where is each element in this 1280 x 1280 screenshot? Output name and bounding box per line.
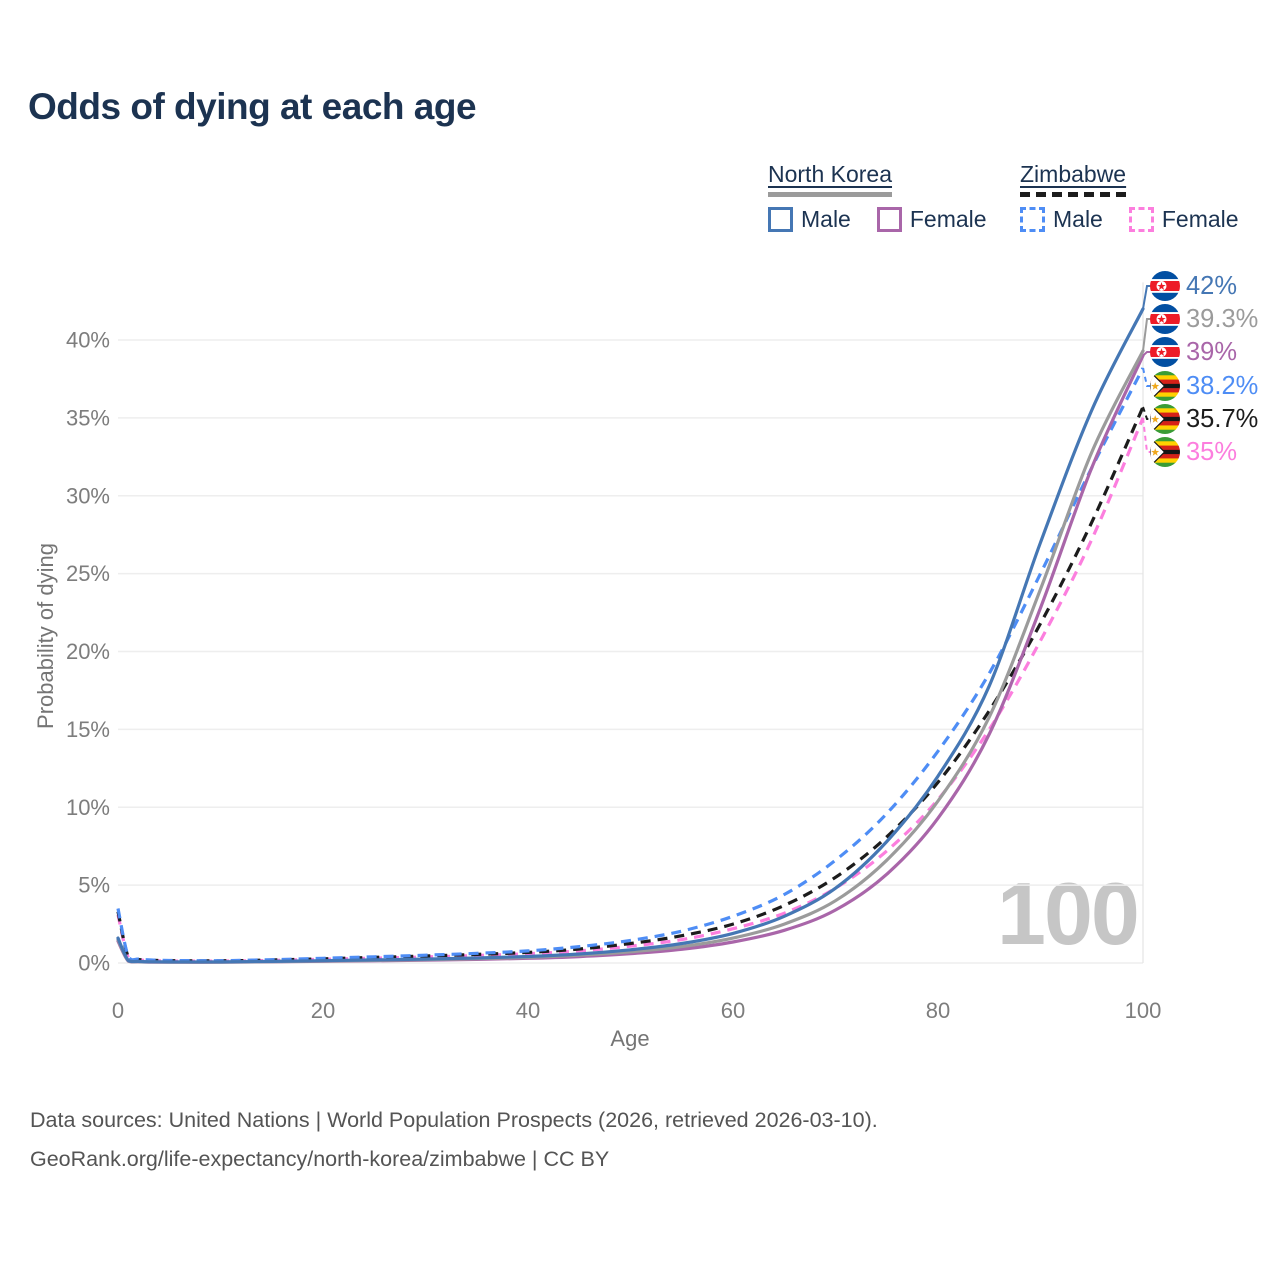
zimbabwe-line-style-sample: [1020, 192, 1127, 197]
legend-label-north-korea-male: Male: [801, 206, 851, 232]
y-tick-label-15%: 15%: [66, 717, 110, 742]
footer: Data sources: United Nations | World Pop…: [30, 1101, 878, 1179]
legend-country-north-korea[interactable]: North Korea: [768, 161, 893, 197]
x-tick-label-0: 0: [112, 998, 124, 1023]
series-line-north-korea-male[interactable]: [116, 307, 1145, 964]
series-line-north-korea-female[interactable]: [116, 354, 1145, 964]
series-line-zimbabwe-male[interactable]: [116, 367, 1145, 963]
legend-items-north-korea: Male Female: [768, 206, 987, 233]
x-axis-title: Age: [610, 1026, 650, 1051]
legend-country-zimbabwe-label: Zimbabwe: [1020, 161, 1127, 187]
x-tick-label-100: 100: [1125, 998, 1162, 1023]
zimbabwe-flag-icon: [1150, 437, 1180, 467]
page-title: Odds of dying at each age: [28, 86, 477, 127]
checkbox-zimbabwe-female-icon[interactable]: [1128, 207, 1154, 232]
legend-checkbox-north-korea-female[interactable]: Female: [876, 206, 987, 233]
legend-country-north-korea-label: North Korea: [768, 161, 893, 187]
y-tick-label-40%: 40%: [66, 328, 110, 353]
y-tick-label-35%: 35%: [66, 405, 110, 430]
end-value-label-north-korea-both: 39.3%: [1186, 305, 1258, 333]
zimbabwe-flag-icon: [1150, 371, 1180, 401]
end-value-label-north-korea-female: 39%: [1186, 338, 1237, 366]
x-tick-label-60: 60: [721, 998, 745, 1023]
end-value-label-zimbabwe-female: 35%: [1186, 438, 1237, 466]
legend-items-zimbabwe: Male Female: [1020, 206, 1239, 233]
x-tick-label-40: 40: [516, 998, 540, 1023]
checkbox-north-korea-male-icon[interactable]: [768, 207, 793, 232]
y-tick-label-10%: 10%: [66, 795, 110, 820]
north-korea-flag-icon: [1150, 337, 1180, 367]
hover-age-watermark: 100: [997, 864, 1140, 963]
legend-label-zimbabwe-female: Female: [1161, 206, 1239, 232]
footer-data-sources: Data sources: United Nations | World Pop…: [30, 1108, 878, 1132]
legend-checkbox-north-korea-male[interactable]: Male: [768, 206, 851, 233]
north-korea-flag-icon: [1150, 304, 1180, 334]
y-tick-label-30%: 30%: [66, 483, 110, 508]
x-tick-label-20: 20: [311, 998, 335, 1023]
north-korea-line-style-sample: [768, 192, 893, 197]
y-tick-label-0%: 0%: [78, 951, 110, 976]
x-tick-label-80: 80: [926, 998, 950, 1023]
y-axis-title: Probability of dying: [33, 543, 58, 729]
legend-group-north-korea: North Korea Male Female: [768, 161, 987, 233]
north-korea-flag-icon: [1150, 271, 1180, 301]
end-value-label-north-korea-male: 42%: [1186, 272, 1237, 300]
leader-line-north-korea-both: [1142, 318, 1152, 352]
zimbabwe-flag-icon: [1150, 404, 1180, 434]
checkbox-north-korea-female-icon[interactable]: [876, 207, 902, 232]
series-line-north-korea-both[interactable]: [116, 349, 1145, 964]
legend-checkbox-zimbabwe-female[interactable]: Female: [1128, 206, 1239, 233]
legend-checkbox-zimbabwe-male[interactable]: Male: [1020, 206, 1103, 233]
y-tick-label-5%: 5%: [78, 873, 110, 898]
leader-line-zimbabwe-both: [1142, 406, 1152, 420]
legend-group-zimbabwe: Zimbabwe Male Female: [1020, 161, 1239, 233]
end-value-label-zimbabwe-both: 35.7%: [1186, 405, 1258, 433]
y-tick-label-20%: 20%: [66, 639, 110, 664]
end-value-label-zimbabwe-male: 38.2%: [1186, 372, 1258, 400]
legend-label-north-korea-female: Female: [909, 206, 987, 232]
y-tick-label-25%: 25%: [66, 561, 110, 586]
legend-label-zimbabwe-male: Male: [1053, 206, 1103, 232]
legend-country-zimbabwe[interactable]: Zimbabwe: [1020, 161, 1127, 197]
checkbox-zimbabwe-male-icon[interactable]: [1020, 207, 1045, 232]
footer-url: GeoRank.org/life-expectancy/north-korea/…: [30, 1147, 610, 1172]
